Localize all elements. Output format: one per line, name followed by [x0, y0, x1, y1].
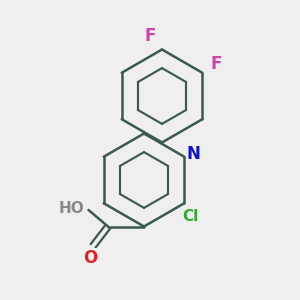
Text: Cl: Cl	[182, 209, 198, 224]
Text: HO: HO	[59, 201, 85, 216]
Text: O: O	[83, 249, 97, 267]
Text: F: F	[144, 27, 156, 45]
Text: N: N	[187, 145, 201, 163]
Text: F: F	[211, 55, 222, 73]
